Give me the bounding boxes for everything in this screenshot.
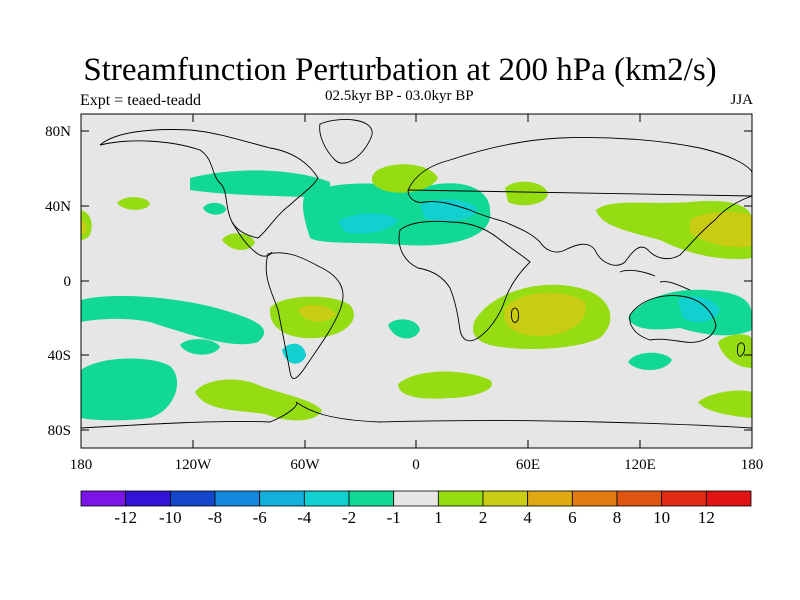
region-northwest-pacific-core-positive — [690, 211, 752, 248]
coastlines — [81, 119, 752, 429]
coast-indonesia — [619, 269, 691, 291]
colorbar-label-10: 6 — [568, 508, 577, 527]
coast-south-america — [265, 252, 344, 379]
contour-fields — [81, 119, 752, 429]
colorbar-swatch-1 — [125, 490, 171, 507]
coast-madagascar — [511, 307, 519, 323]
region-australia-core-negative — [678, 296, 720, 323]
coast-australia — [629, 295, 717, 343]
lon-label-180w: 180 — [70, 457, 93, 473]
colorbar-label-1: -10 — [159, 508, 182, 527]
lon-label-180e: 180 — [741, 457, 764, 473]
lon-label-120e: 120E — [624, 457, 656, 473]
coast-antarctica — [81, 401, 752, 429]
colorbar-swatch-3 — [214, 490, 261, 507]
lon-ticks — [192, 114, 641, 448]
experiment-label: Expt = teaed-teadd — [80, 92, 201, 109]
lon-label-60w: 60W — [290, 457, 320, 473]
chart-title: Streamfunction Perturbation at 200 hPa (… — [83, 52, 717, 88]
lon-label-60e: 60E — [516, 457, 540, 473]
colorbar-swatch-14 — [705, 490, 752, 507]
region-southern-ocean-positive-east — [698, 390, 752, 418]
region-central-pacific-negative — [81, 296, 265, 345]
colorbar-label-2: -8 — [208, 508, 222, 527]
colorbar-swatch-12 — [616, 490, 663, 507]
region-south-atlantic-negative — [388, 319, 420, 339]
coast-central-america — [231, 221, 273, 257]
colorbar-swatch-8 — [437, 490, 484, 507]
colorbar — [80, 490, 752, 507]
region-atlantic-core-negative — [338, 213, 398, 234]
region-south-america-core-positive — [298, 305, 336, 322]
colorbar-swatch-13 — [661, 490, 707, 507]
region-southern-indian-core-positive — [504, 292, 586, 336]
region-south-pacific-negative-band — [81, 358, 178, 421]
lat-label-40n: 40N — [45, 199, 71, 215]
colorbar-label-4: -4 — [297, 508, 312, 527]
coast-africa — [398, 220, 531, 342]
colorbar-swatch-4 — [259, 490, 305, 507]
map-background — [81, 114, 752, 448]
colorbar-label-11: 8 — [613, 508, 622, 527]
colorbar-label-8: 2 — [479, 508, 488, 527]
lat-label-40s: 40S — [48, 348, 71, 364]
colorbar-swatch-6 — [348, 490, 395, 507]
region-patagonia-core-negative — [282, 343, 306, 364]
lon-labels: 180 120W 60W 0 60E 120E 180 — [70, 457, 764, 473]
colorbar-label-0: -12 — [114, 508, 137, 527]
coast-eurasia — [407, 137, 752, 266]
lat-label-0: 0 — [64, 274, 72, 290]
colorbar-label-13: 12 — [698, 508, 715, 527]
region-mediterranean-core-negative — [420, 199, 478, 222]
colorbar-swatch-9 — [482, 490, 529, 507]
colorbar-swatch-2 — [169, 490, 216, 507]
colorbar-swatch-5 — [303, 490, 350, 507]
season-label: JJA — [730, 92, 753, 108]
lat-ticks — [81, 130, 752, 431]
colorbar-labels: -12 -10 -8 -6 -4 -2 -1 1 2 4 6 8 10 12 — [114, 508, 714, 527]
region-northeast-pacific-negative — [190, 170, 330, 198]
region-dateline-core-positive — [81, 220, 87, 234]
colorbar-label-9: 4 — [523, 508, 532, 527]
region-southern-ocean-positive-center — [398, 371, 492, 399]
region-new-zealand-positive — [718, 334, 752, 368]
region-southern-ocean-positive-west — [195, 379, 322, 421]
colorbar-label-6: -1 — [387, 508, 401, 527]
region-southeast-pacific-negative — [180, 339, 220, 355]
lon-label-120w: 120W — [175, 457, 213, 473]
lon-label-0: 0 — [412, 457, 420, 473]
colorbar-label-7: 1 — [434, 508, 443, 527]
region-caspian-positive — [505, 181, 548, 206]
coast-north-america — [99, 129, 319, 239]
colorbar-swatch-11 — [571, 490, 618, 507]
region-central-america-positive — [222, 233, 255, 250]
colorbar-swatch-10 — [527, 490, 573, 507]
region-north-pacific-small-positive — [117, 197, 150, 210]
colorbar-label-12: 10 — [653, 508, 670, 527]
lat-label-80n: 80N — [45, 124, 71, 140]
region-north-pacific-small-negative — [203, 202, 226, 215]
colorbar-swatch-7 — [393, 490, 439, 507]
region-southern-indian-negative — [628, 352, 672, 371]
coast-greenland — [319, 119, 373, 164]
coast-new-zealand — [737, 342, 745, 357]
period-label: 02.5kyr BP - 03.0kyr BP — [325, 88, 474, 104]
lat-labels: 80N 40N 0 40S 80S — [45, 124, 71, 439]
region-greenland-positive — [371, 164, 438, 193]
colorbar-label-3: -6 — [253, 508, 267, 527]
colorbar-swatch-0 — [80, 490, 127, 507]
colorbar-label-5: -2 — [342, 508, 356, 527]
lat-label-80s: 80S — [48, 423, 71, 439]
